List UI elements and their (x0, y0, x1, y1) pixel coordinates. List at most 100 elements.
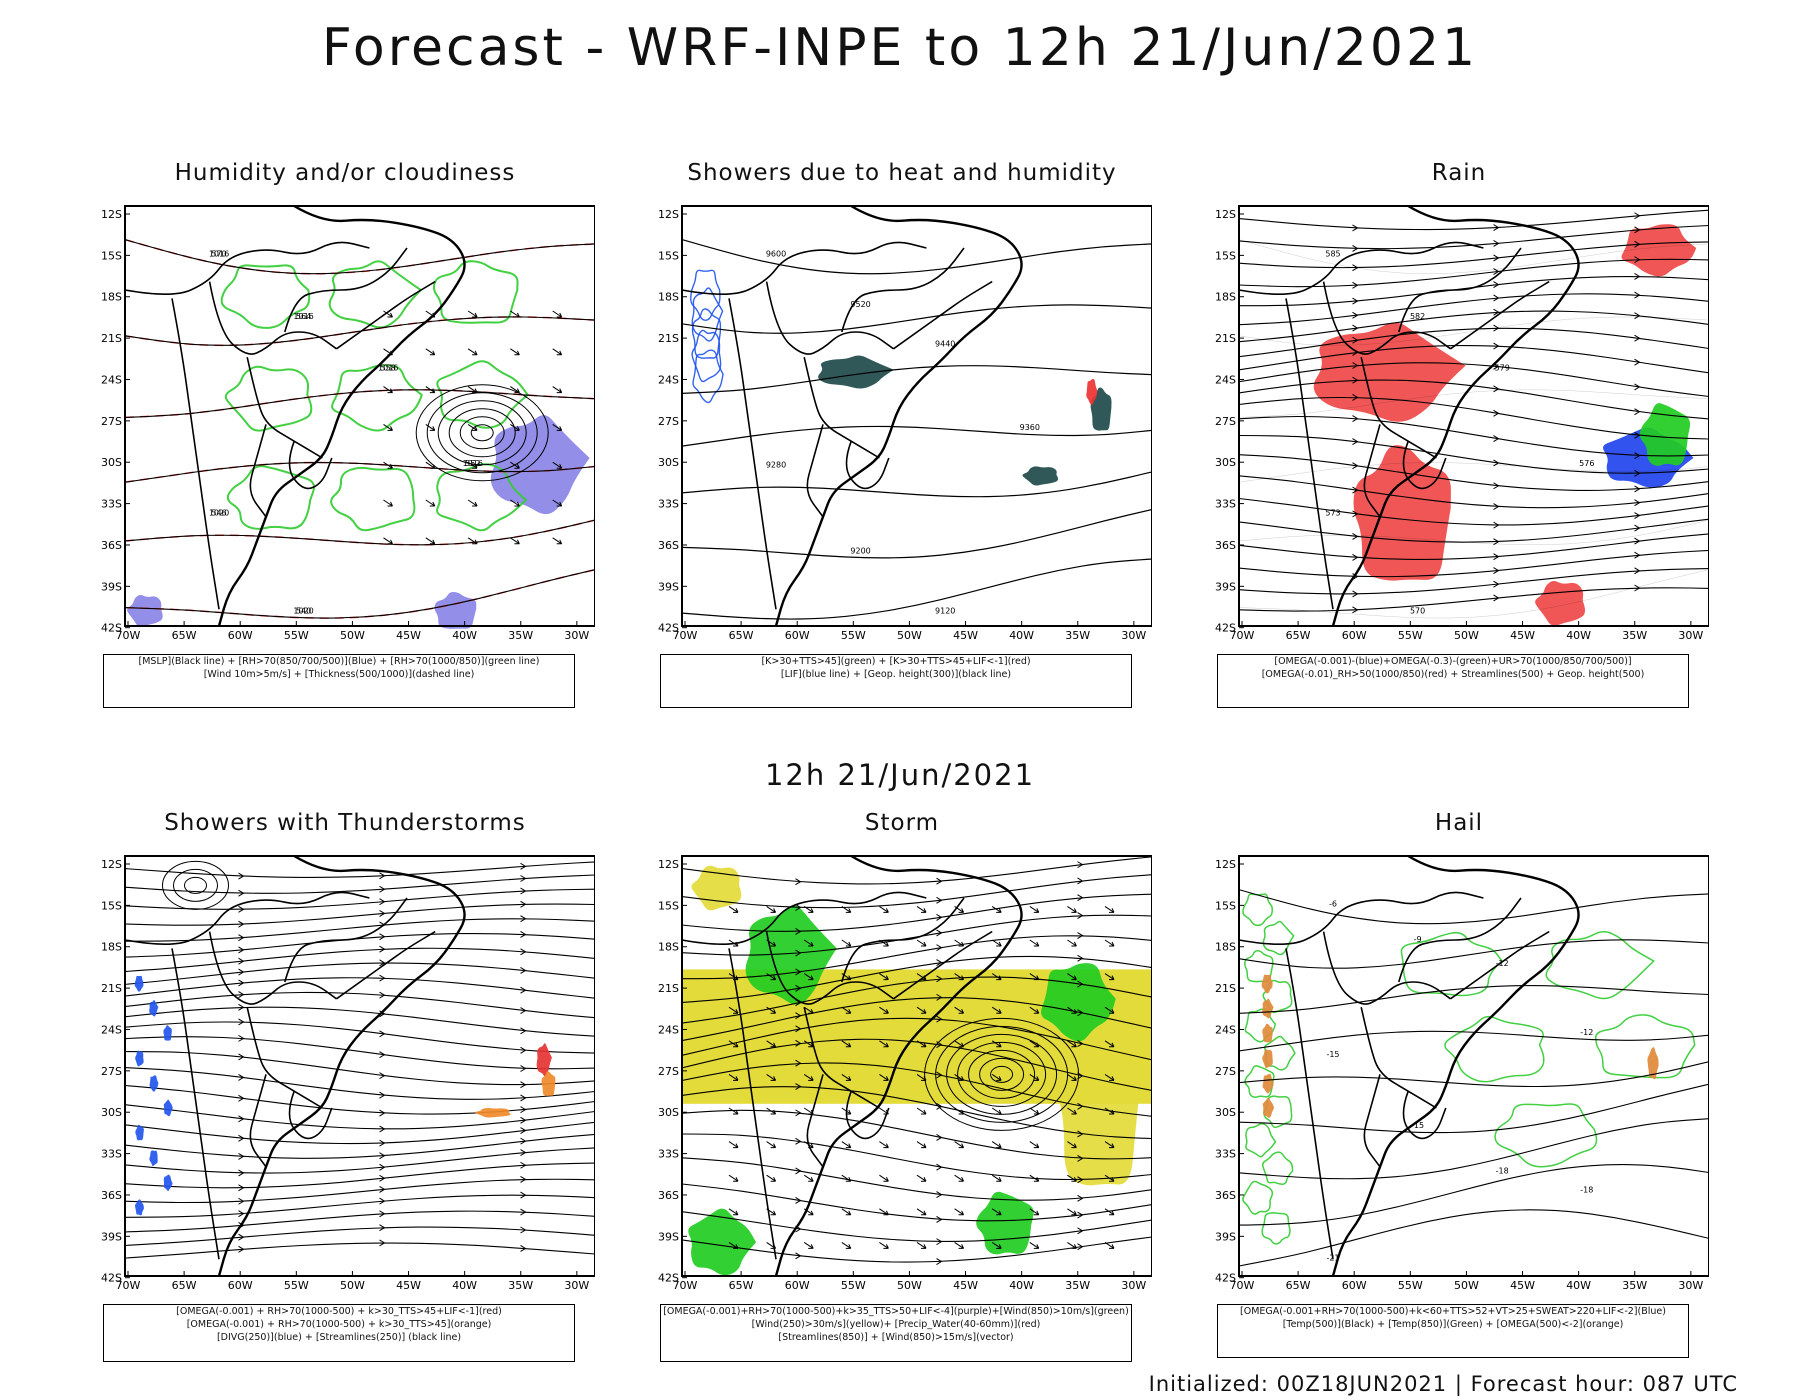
wind-vector (510, 461, 520, 469)
mid-title: 12h 21/Jun/2021 (764, 758, 1036, 792)
wind-vector (510, 423, 520, 431)
wind-vector (552, 461, 563, 469)
rain-red-area (1353, 445, 1451, 581)
stream-arrow (238, 979, 245, 987)
wind850-vector (1029, 1241, 1040, 1249)
temp500-label: -6 (1329, 900, 1337, 909)
wind850-vector (728, 1006, 739, 1014)
contour-line (1238, 462, 1709, 483)
divg-area (135, 1050, 144, 1067)
legend-line: [K>30+TTS>45](green) + [K>30+TTS>45+LIF<… (761, 656, 1031, 667)
stream-arrow (379, 1163, 386, 1171)
stream-arrow (1634, 499, 1641, 507)
lon-tick-label: 30W (564, 1279, 589, 1292)
stream-arrow (1077, 954, 1084, 962)
streamline-850 (946, 1033, 1058, 1115)
streamline-250 (124, 1036, 595, 1070)
state-border (1360, 357, 1437, 459)
map-hail[interactable]: -6 -9 -12 -12 -15 -15 -18 -18 -21 12S 15S 18S 21S 24S… (1209, 844, 1709, 1294)
lat-tick-label: 27S (1215, 415, 1236, 428)
map-storm[interactable]: 12S 15S 18S 21S 24S 27S 30S 33S 36S 39S 42S 70W 65W 6… (652, 844, 1152, 1294)
wind-vector (425, 423, 436, 431)
lat-tick-label: 42S (101, 622, 122, 635)
contour-line (681, 471, 1152, 498)
wind-vector (510, 310, 520, 318)
legend-line: [OMEGA(-0.001)+RH>70(1000-500)+k>35_TTS>… (663, 1306, 1129, 1317)
state-border (803, 1007, 880, 1109)
stream-arrow (379, 933, 386, 941)
stream-arrow (795, 1059, 802, 1067)
lat-tick-label: 27S (101, 1065, 122, 1078)
wind850-vector (1029, 1006, 1040, 1014)
stream-arrow (1634, 256, 1641, 264)
stream-arrow (936, 1216, 943, 1223)
lat-tick-label: 30S (658, 1106, 679, 1119)
contour-line (1238, 1083, 1709, 1134)
stream-arrow (379, 1224, 386, 1232)
map-thunderstorms[interactable]: 12S 15S 18S 21S 24S 27S 30S 33S 36S 39S 42S 70W 65W 6… (95, 844, 595, 1294)
wind850-vector (803, 939, 814, 947)
contour-line (124, 569, 595, 619)
stream-arrow (238, 1197, 245, 1205)
streamline-500 (1238, 518, 1709, 543)
stream-arrow (520, 1245, 527, 1252)
wind850-vector (916, 1006, 927, 1014)
wind850-vector (954, 1107, 965, 1115)
lat-tick-label: 42S (658, 622, 679, 635)
state-border (765, 281, 894, 355)
temp850-line (1245, 1122, 1277, 1158)
stream-arrow (520, 986, 527, 994)
map-humidity[interactable]: 570 564 558 552 546 540 1016 1016 1016 1016 1020 10… (95, 194, 595, 644)
lon-tick-label: 60W (1342, 1279, 1367, 1292)
wind850-vector (1104, 1107, 1115, 1115)
map-showers-heat[interactable]: 9600 9520 9440 9360 9280 9200 9120 12S 15S 18S 21S… (652, 194, 1152, 644)
stream-arrow (238, 889, 245, 897)
stream-arrow (1352, 510, 1359, 518)
thickness-label: 570 (211, 250, 226, 259)
wind850-vector (1067, 1006, 1077, 1014)
legend-line: [OMEGA(-0.001)-(blue)+OMEGA(-0.3)-(green… (1274, 656, 1632, 667)
stream-arrow (379, 1185, 386, 1193)
wind-vector (383, 499, 393, 507)
map-rain[interactable]: 585 582 579 576 573 570 12S 15S 18S 21S 24S 27S 30S 3… (1209, 194, 1709, 644)
temp500-label: -12 (1496, 959, 1509, 968)
panel-humidity: Humidity and/or cloudiness 570 564 558 552 5… (85, 160, 605, 720)
coastline (1331, 854, 1580, 1277)
lon-tick-label: 60W (228, 1279, 253, 1292)
stream-arrow (238, 1094, 245, 1102)
mslp-low (448, 408, 516, 458)
mslp-label: 1016 (378, 363, 398, 372)
streamline-250 (124, 888, 595, 910)
stream-arrow (520, 1137, 527, 1145)
lat-tick-label: 15S (1215, 899, 1236, 912)
lon-tick-label: 35W (508, 629, 533, 642)
rh-green-line (328, 260, 423, 329)
wind850-green-area (1041, 963, 1116, 1042)
wind850-green-area (745, 905, 837, 1005)
geop-label: 9440 (935, 339, 955, 348)
stream-arrow (520, 1046, 527, 1054)
state-border (845, 1090, 890, 1140)
lon-tick-label: 35W (508, 1279, 533, 1292)
stream-arrow (1634, 291, 1641, 299)
stream-arrow (520, 900, 527, 908)
lat-tick-label: 30S (101, 1106, 122, 1119)
lat-tick-label: 24S (658, 373, 679, 386)
lon-tick-label: 65W (729, 1279, 754, 1292)
wind850-vector (728, 1107, 739, 1115)
rain-red-area (1621, 224, 1697, 277)
rain-red-area (1535, 581, 1586, 626)
coastline (217, 204, 466, 627)
streamline-850 (681, 955, 1152, 1003)
legend-thunderstorms: [OMEGA(-0.001) + RH>70(1000-500) + k>30_… (103, 1304, 575, 1362)
contour-line (1238, 985, 1709, 1014)
lon-tick-label: 70W (1230, 1279, 1255, 1292)
lon-tick-label: 40W (452, 629, 477, 642)
wind850-vector (1067, 1073, 1077, 1081)
stream-arrow (520, 1116, 527, 1124)
temp850-line (1242, 893, 1273, 927)
stream-arrow (1077, 980, 1084, 988)
lon-tick-label: 65W (172, 629, 197, 642)
streamline-500 (1238, 434, 1709, 474)
lat-tick-label: 42S (658, 1272, 679, 1285)
